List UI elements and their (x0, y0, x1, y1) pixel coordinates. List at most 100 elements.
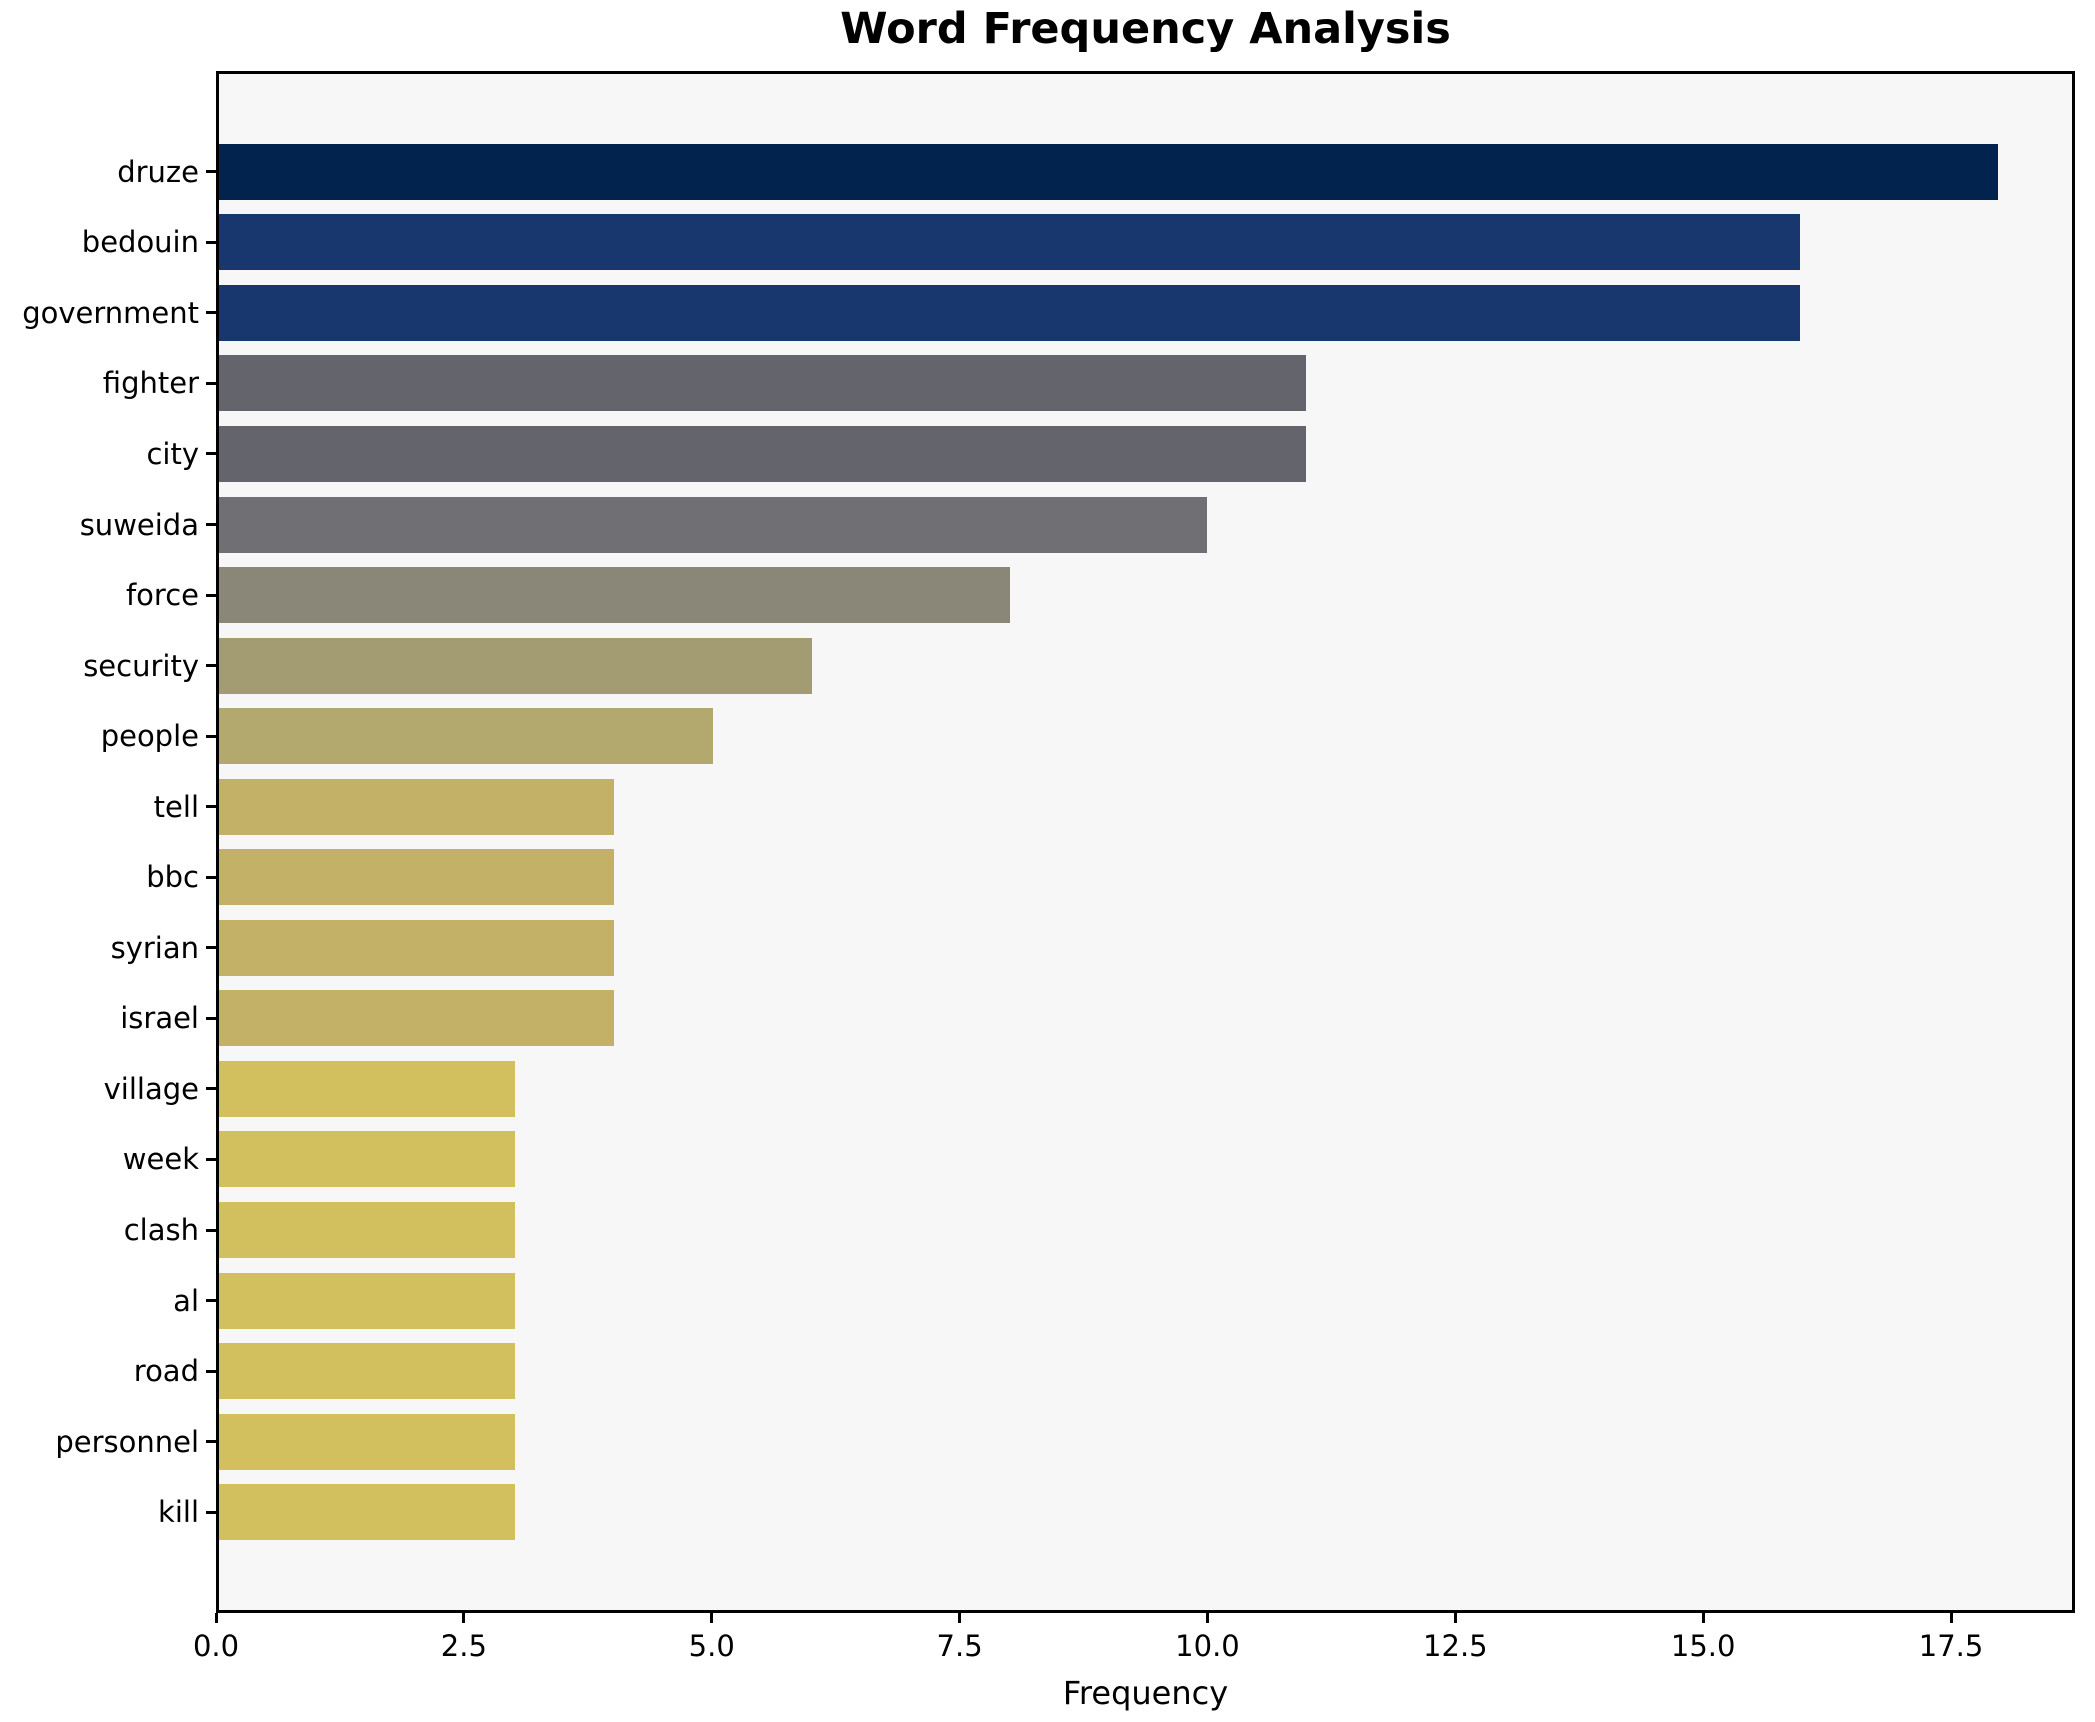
bar-row (219, 630, 2072, 701)
ytick-label-kill: kill (158, 1495, 199, 1530)
xtick-mark (1701, 1613, 1705, 1623)
ytick-mark (206, 1157, 216, 1161)
bar-city (219, 425, 1307, 482)
ylabel-row: al (0, 1265, 216, 1336)
ytick-mark (206, 523, 216, 527)
ytick-mark (206, 734, 216, 738)
ytick-mark (206, 946, 216, 950)
ytick-label-israel: israel (120, 1001, 199, 1036)
bar-week (219, 1131, 516, 1188)
ytick-mark (206, 452, 216, 456)
ytick-label-bedouin: bedouin (81, 225, 199, 260)
bar-people (219, 708, 714, 765)
bar-al (219, 1272, 516, 1329)
ylabel-row: force (0, 560, 216, 631)
xtick-mark (958, 1613, 962, 1623)
ytick-mark (206, 1440, 216, 1444)
bar-clash (219, 1202, 516, 1258)
ytick-label-clash: clash (123, 1213, 199, 1247)
bar-row (219, 1265, 2072, 1336)
ytick-mark (206, 1369, 216, 1373)
ylabel-row: druze (0, 137, 216, 208)
bar-government (219, 284, 1801, 341)
ytick-label-syrian: syrian (110, 930, 199, 965)
bar-syrian (219, 919, 615, 976)
bar-force (219, 567, 1010, 624)
xtick-mark (1949, 1613, 1953, 1623)
ytick-label-government: government (22, 295, 199, 330)
bar-row (219, 1406, 2072, 1477)
xtick-label: 2.5 (440, 1629, 487, 1663)
bar-row (219, 489, 2072, 560)
ytick-mark (206, 664, 216, 668)
bar-row (219, 137, 2072, 208)
bar-row (219, 1054, 2072, 1125)
ylabel-row: bbc (0, 842, 216, 913)
xtick-label: 0.0 (192, 1629, 240, 1663)
bar-row (219, 983, 2072, 1054)
ylabel-row: security (0, 630, 216, 701)
ylabel-row: village (0, 1054, 216, 1125)
xtick-mark (1205, 1613, 1209, 1623)
ytick-label-al: al (173, 1283, 199, 1318)
ylabel-row: bedouin (0, 207, 216, 278)
ytick-label-week: week (122, 1142, 199, 1177)
bar-kill (219, 1484, 516, 1541)
ylabel-row: people (0, 701, 216, 772)
bar-fighter (219, 355, 1307, 412)
bar-row (219, 348, 2072, 419)
ytick-label-people: people (100, 719, 199, 754)
ytick-mark (206, 1299, 216, 1303)
ylabel-row: fighter (0, 348, 216, 419)
ytick-label-road: road (133, 1354, 199, 1389)
xtick-label: 5.0 (688, 1629, 735, 1663)
bar-row (219, 207, 2072, 278)
xtick-label: 7.5 (936, 1629, 983, 1663)
ylabel-row: personnel (0, 1406, 216, 1477)
bar-row (219, 701, 2072, 772)
ytick-label-fighter: fighter (102, 366, 199, 401)
xtick-mark (462, 1613, 466, 1623)
bar-row (219, 913, 2072, 984)
ytick-mark (206, 1510, 216, 1514)
ylabel-row: tell (0, 771, 216, 842)
ylabel-row: week (0, 1124, 216, 1195)
ylabel-row: government (0, 278, 216, 349)
bar-tell (219, 778, 615, 835)
bar-row (219, 1336, 2072, 1407)
bar-row (219, 1477, 2072, 1548)
bar-row (219, 842, 2072, 913)
ytick-mark (206, 875, 216, 879)
bar-druze (219, 143, 1998, 200)
ylabel-row: clash (0, 1195, 216, 1266)
bar-row (219, 278, 2072, 349)
ytick-label-city: city (146, 436, 199, 471)
x-axis-title: Frequency (1062, 1674, 1229, 1712)
xtick-mark (1453, 1613, 1457, 1623)
bar-personnel (219, 1413, 516, 1470)
xtick-label: 12.5 (1423, 1629, 1488, 1663)
bar-suweida (219, 496, 1208, 553)
bar-row (219, 771, 2072, 842)
chart-title: Word Frequency Analysis (840, 4, 1451, 54)
bar-row (219, 1195, 2072, 1266)
ytick-mark (206, 1228, 216, 1232)
bar-israel (219, 990, 615, 1047)
xtick-label: 15.0 (1670, 1629, 1736, 1663)
ytick-mark (206, 311, 216, 315)
bar-security (219, 637, 812, 694)
ylabel-row: suweida (0, 489, 216, 560)
ytick-mark (206, 805, 216, 809)
ylabel-row: road (0, 1336, 216, 1407)
ytick-label-druze: druze (117, 154, 199, 189)
ytick-mark (206, 1087, 216, 1091)
ytick-label-village: village (103, 1071, 199, 1106)
ytick-label-personnel: personnel (55, 1424, 199, 1459)
xtick-label: 10.0 (1175, 1629, 1240, 1663)
ytick-label-bbc: bbc (146, 860, 199, 895)
ytick-mark (206, 593, 216, 597)
ytick-label-suweida: suweida (79, 507, 199, 542)
ytick-mark (206, 1016, 216, 1020)
ytick-label-force: force (125, 578, 199, 613)
ylabel-row: kill (0, 1477, 216, 1548)
